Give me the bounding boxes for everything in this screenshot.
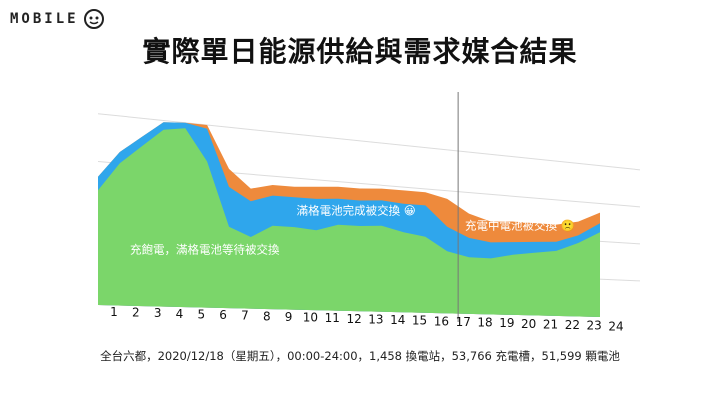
chart-title: 實際單日能源供給與需求媒合結果 (142, 35, 578, 68)
area-series-0 (98, 128, 600, 317)
x-tick-label: 9 (285, 310, 293, 324)
x-tick-label: 8 (263, 309, 271, 323)
x-tick-label: 14 (390, 313, 405, 327)
x-tick-label: 24 (608, 319, 623, 333)
series-annotation: 充電中電池被交換 🙁 (465, 219, 575, 233)
x-tick-label: 22 (565, 318, 580, 332)
mobile01-logo-icon (83, 9, 104, 29)
x-tick-label: 19 (499, 316, 514, 330)
x-tick-label: 6 (219, 308, 227, 322)
x-tick-label: 18 (477, 316, 492, 330)
x-tick-label: 7 (241, 309, 249, 323)
x-tick-label: 5 (197, 307, 205, 321)
x-tick-label: 23 (587, 319, 602, 333)
x-tick-label: 10 (303, 311, 318, 325)
x-tick-label: 12 (346, 312, 361, 326)
x-tick-label: 3 (154, 306, 162, 320)
x-tick-label: 15 (412, 314, 427, 328)
area-series (98, 122, 600, 317)
x-tick-label: 20 (521, 317, 536, 331)
x-tick-label: 16 (434, 314, 449, 328)
x-axis-ticks: 1 2 3 4 5 6 7 8 9 10 11 12 13 14 15 16 17 18 19 20 21 22 23 24 (110, 305, 623, 333)
series-annotation: 滿格電池完成被交換 😀 (297, 204, 416, 218)
x-tick-label: 21 (543, 317, 558, 331)
chart-caption: 全台六都，2020/12/18（星期五），00:00-24:00，1,458 換… (100, 349, 620, 363)
series-annotations: 充飽電，滿格電池等待被交換 滿格電池完成被交換 😀 充電中電池被交換 🙁 (130, 204, 575, 257)
logo-text: MOBILE (10, 11, 79, 27)
series-annotation: 充飽電，滿格電池等待被交換 (130, 243, 280, 257)
brand-logo: MOBILE (10, 6, 105, 32)
x-tick-label: 17 (456, 315, 471, 329)
x-tick-label: 13 (368, 312, 383, 326)
x-tick-label: 2 (132, 306, 140, 320)
x-tick-label: 4 (176, 307, 184, 321)
x-tick-label: 1 (110, 305, 118, 319)
x-tick-label: 11 (325, 311, 340, 325)
